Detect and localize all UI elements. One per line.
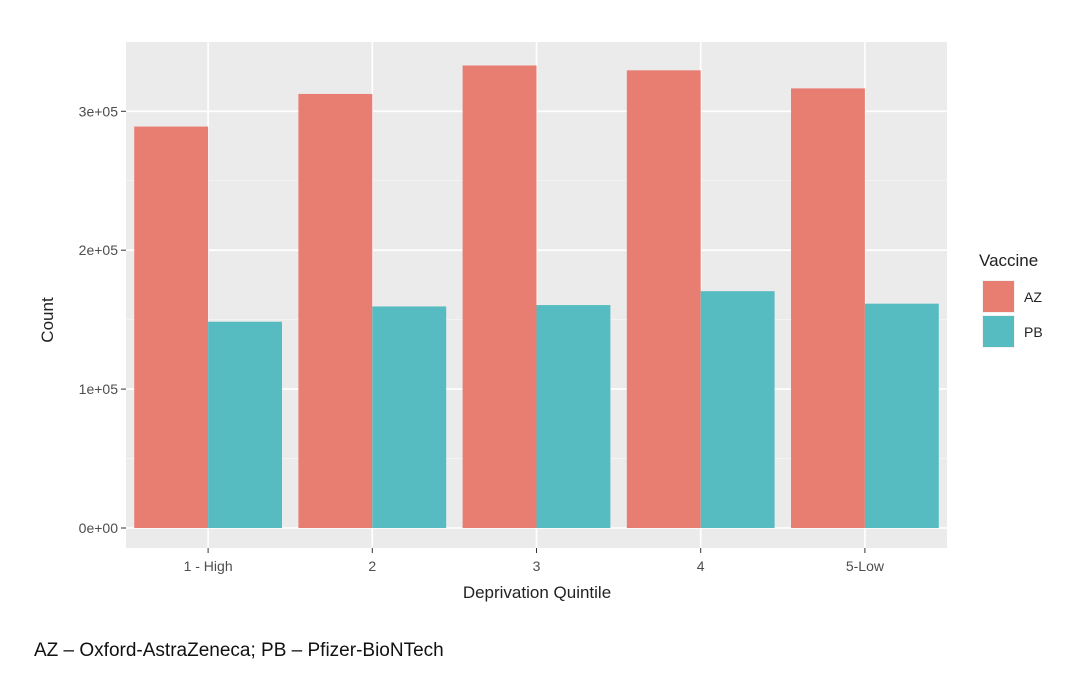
legend: Vaccine AZ PB — [979, 251, 1043, 348]
legend-key-pb — [983, 316, 1014, 347]
bar-pb-5 — [864, 303, 939, 528]
legend-key-az — [983, 281, 1014, 312]
x-axis-title: Deprivation Quintile — [463, 583, 611, 602]
bar-az-2 — [298, 93, 373, 528]
bar-az-1 — [134, 126, 209, 528]
legend-title: Vaccine — [979, 251, 1038, 270]
bar-pb-4 — [700, 291, 775, 528]
y-tick-label: 0e+00 — [79, 520, 119, 536]
y-tick-label: 2e+05 — [79, 242, 119, 258]
x-tick-label: 2 — [368, 558, 376, 574]
bar-az-5 — [791, 88, 865, 528]
y-tick-label: 3e+05 — [79, 103, 119, 119]
x-tick-label: 3 — [533, 558, 541, 574]
bar-az-3 — [462, 65, 537, 528]
chart: 1 - High 2 3 4 5-Low 0e+00 1e+05 2e+05 3e+05 Dep… — [38, 42, 1043, 602]
x-tick-label: 1 - High — [184, 558, 233, 574]
bars — [134, 65, 939, 529]
legend-label-az: AZ — [1024, 289, 1042, 305]
x-tick-label: 5-Low — [846, 558, 885, 574]
bar-az-4 — [626, 70, 701, 529]
figure-caption: AZ – Oxford-AstraZeneca; PB – Pfizer-Bio… — [34, 640, 444, 661]
x-tick-label: 4 — [697, 558, 705, 574]
y-tick-label: 1e+05 — [79, 381, 119, 397]
bar-pb-1 — [208, 321, 282, 528]
legend-label-pb: PB — [1024, 324, 1043, 340]
bar-pb-3 — [536, 305, 611, 528]
y-axis-title: Count — [38, 297, 57, 343]
bar-pb-2 — [372, 306, 447, 528]
axes: 1 - High 2 3 4 5-Low 0e+00 1e+05 2e+05 3e+05 — [79, 103, 885, 574]
